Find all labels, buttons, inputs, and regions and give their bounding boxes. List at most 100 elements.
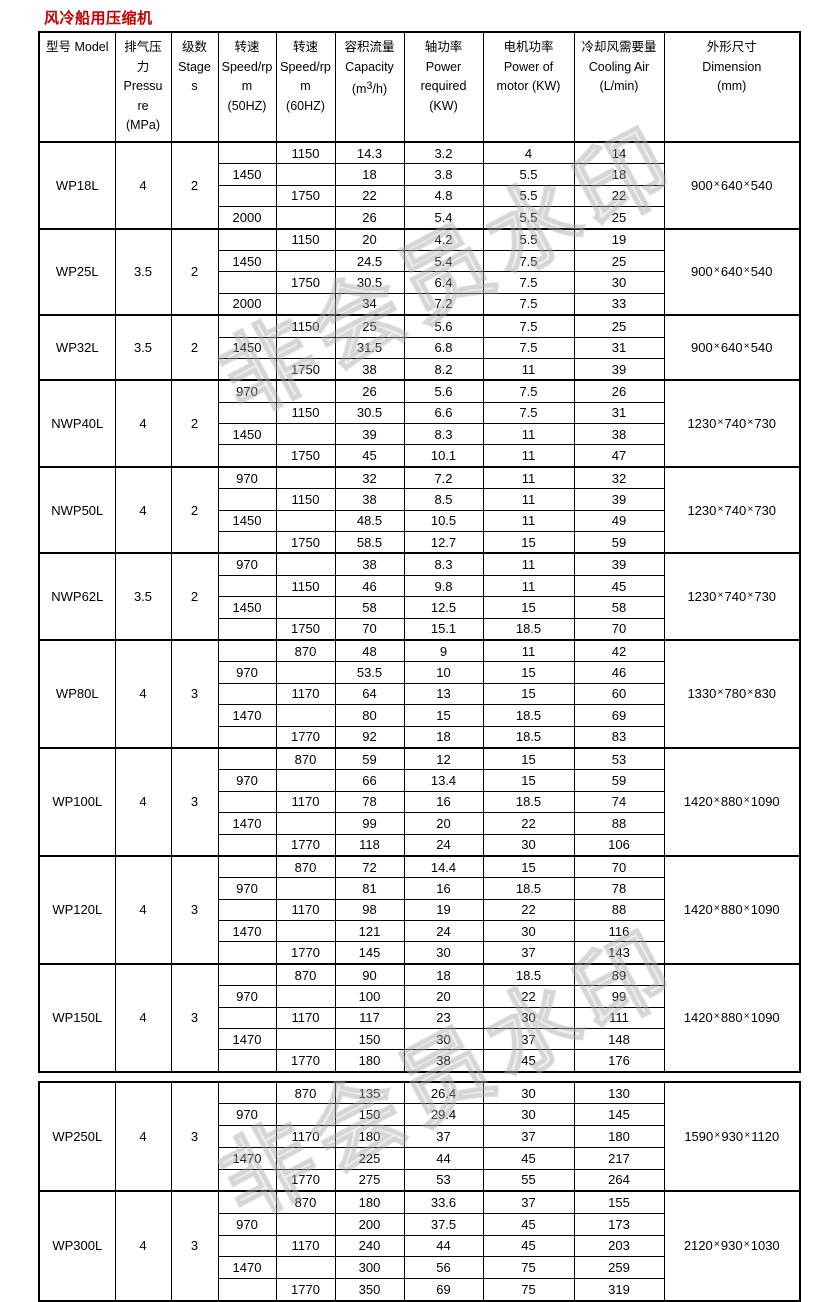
cell-speed-60hz: 870 <box>275 1080 336 1105</box>
cell-speed-50hz <box>217 574 277 598</box>
table-row: WP120L 4 3 870 72 14.4 15 70 1420×880×1090 <box>38 854 801 965</box>
header-line: Cooling Air <box>588 59 650 74</box>
cell-power-required-kw: 18 <box>403 725 484 749</box>
cell-speed-60hz: 1170 <box>275 1006 336 1030</box>
cell-motor-power-kw: 15 <box>482 596 575 619</box>
cell-speed-60hz <box>275 292 336 316</box>
cell-power-required-kw: 19 <box>403 898 484 922</box>
cell-speed-60hz <box>275 509 336 533</box>
cell-motor-power-kw: 75 <box>482 1256 575 1279</box>
header-line: Power of <box>503 59 554 74</box>
cell-capacity-m3h: 38 <box>334 552 405 576</box>
cell-cooling-air-lmin: 18 <box>573 163 665 186</box>
cell-speed-60hz: 1770 <box>275 833 336 857</box>
table-row: 1150 46 9.8 11 45 <box>39 574 800 598</box>
cell-cooling-air-lmin: 83 <box>573 725 665 749</box>
cell-cooling-air-lmin: 53 <box>573 746 665 771</box>
header-line: Power <box>425 59 462 74</box>
cell-motor-power-kw: 11 <box>482 465 575 490</box>
cell-speed-60hz <box>275 163 336 186</box>
times-sign: × <box>717 686 724 699</box>
col-header-cooling-air: 冷却风需要量 Cooling Air (L/min) <box>573 31 665 143</box>
cell-power-required-kw: 20 <box>403 812 484 835</box>
cell-motor-power-kw: 15 <box>482 854 575 879</box>
spec-table-main: 型号 Model 排气压力 Pressu re (MPa) 级数 Stage s 转速 Speed… <box>38 31 801 1073</box>
table-row: 1770 145 30 37 143 <box>39 941 800 965</box>
cell-speed-50hz <box>217 1080 277 1105</box>
times-sign: × <box>747 416 754 429</box>
cell-speed-60hz: 1170 <box>275 1234 336 1258</box>
cell-power-required-kw: 6.6 <box>403 401 484 425</box>
cell-capacity-m3h: 72 <box>334 854 405 879</box>
table-row: 1450 31.5 6.8 7.5 31 <box>39 336 800 359</box>
header-line: 型号 Model <box>45 40 109 54</box>
cell-motor-power-kw: 4 <box>482 141 575 165</box>
header-line: (L/min) <box>599 79 639 93</box>
stages-cell: 3 <box>170 854 219 965</box>
cell-power-required-kw: 7.2 <box>403 465 484 490</box>
cell-cooling-air-lmin: 176 <box>573 1049 665 1073</box>
cell-capacity-m3h: 275 <box>334 1168 405 1192</box>
table-row: 1170 240 44 45 203 <box>39 1234 800 1258</box>
cell-motor-power-kw: 22 <box>482 985 575 1008</box>
cell-cooling-air-lmin: 116 <box>573 920 665 943</box>
cell-power-required-kw: 24 <box>403 833 484 857</box>
table-row: WP80L 4 3 870 48 9 11 42 1330×780×830 <box>38 638 801 749</box>
cell-motor-power-kw: 30 <box>482 1080 575 1105</box>
table-row: 970 200 37.5 45 173 <box>39 1212 800 1236</box>
cell-speed-60hz <box>275 552 336 576</box>
cell-speed-60hz: 1170 <box>275 1125 336 1148</box>
cell-motor-power-kw: 11 <box>482 638 575 663</box>
cell-capacity-m3h: 100 <box>334 985 405 1008</box>
cell-speed-50hz <box>217 617 277 641</box>
times-sign: × <box>713 902 720 915</box>
cell-speed-50hz: 1470 <box>217 812 277 835</box>
cell-cooling-air-lmin: 39 <box>573 552 665 576</box>
cell-cooling-air-lmin: 74 <box>573 790 665 814</box>
cell-capacity-m3h: 180 <box>334 1190 405 1214</box>
cell-speed-50hz: 1470 <box>217 1256 277 1279</box>
table-row: 1750 58.5 12.7 15 59 <box>39 531 800 554</box>
cell-motor-power-kw: 7.5 <box>482 314 575 338</box>
cell-capacity-m3h: 14.3 <box>334 141 405 165</box>
cell-cooling-air-lmin: 31 <box>573 336 665 359</box>
cell-speed-50hz: 970 <box>217 661 277 684</box>
dimension-cell: 1230×740×730 <box>663 465 801 554</box>
table-row: 1470 80 15 18.5 69 <box>39 704 800 727</box>
pressure-cell: 4 <box>114 1080 172 1192</box>
cell-cooling-air-lmin: 25 <box>573 249 665 273</box>
cell-capacity-m3h: 32 <box>334 465 405 490</box>
cell-speed-50hz <box>217 1049 277 1073</box>
cell-cooling-air-lmin: 59 <box>573 769 665 792</box>
header-line: Pressu <box>123 79 163 93</box>
cell-capacity-m3h: 38 <box>334 357 405 381</box>
table-row: 1450 39 8.3 11 38 <box>39 423 800 446</box>
cell-speed-60hz <box>275 379 336 403</box>
times-sign: × <box>743 340 750 353</box>
times-sign: × <box>717 416 724 429</box>
pressure-cell: 3.5 <box>114 552 172 641</box>
col-header-pressure: 排气压力 Pressu re (MPa) <box>114 31 172 143</box>
table-row: 1170 98 19 22 88 <box>39 898 800 922</box>
cell-speed-60hz: 870 <box>275 746 336 771</box>
cell-speed-50hz <box>217 444 277 468</box>
cell-speed-50hz <box>217 1277 277 1302</box>
col-header-power-required: 轴功率 Power required (KW) <box>403 31 484 143</box>
cell-speed-60hz <box>275 1146 336 1170</box>
cell-cooling-air-lmin: 148 <box>573 1028 665 1051</box>
cell-cooling-air-lmin: 145 <box>573 1103 665 1127</box>
cell-power-required-kw: 18 <box>403 962 484 987</box>
cell-cooling-air-lmin: 59 <box>573 531 665 554</box>
cell-cooling-air-lmin: 38 <box>573 423 665 446</box>
times-sign: × <box>743 1238 750 1251</box>
dimension-cell: 1590×930×1120 <box>663 1080 801 1192</box>
model-cell: NWP62L <box>38 552 116 641</box>
times-sign: × <box>743 177 750 190</box>
cell-speed-50hz <box>217 898 277 922</box>
cell-cooling-air-lmin: 47 <box>573 444 665 468</box>
header-line: 排气压 <box>124 40 162 54</box>
spec-table-continued: WP250L 4 3 870 135 26.4 30 130 1590×930×1120 970 1… <box>38 1080 801 1302</box>
cell-speed-50hz <box>217 141 277 165</box>
cell-power-required-kw: 10 <box>403 661 484 684</box>
times-sign: × <box>747 686 754 699</box>
